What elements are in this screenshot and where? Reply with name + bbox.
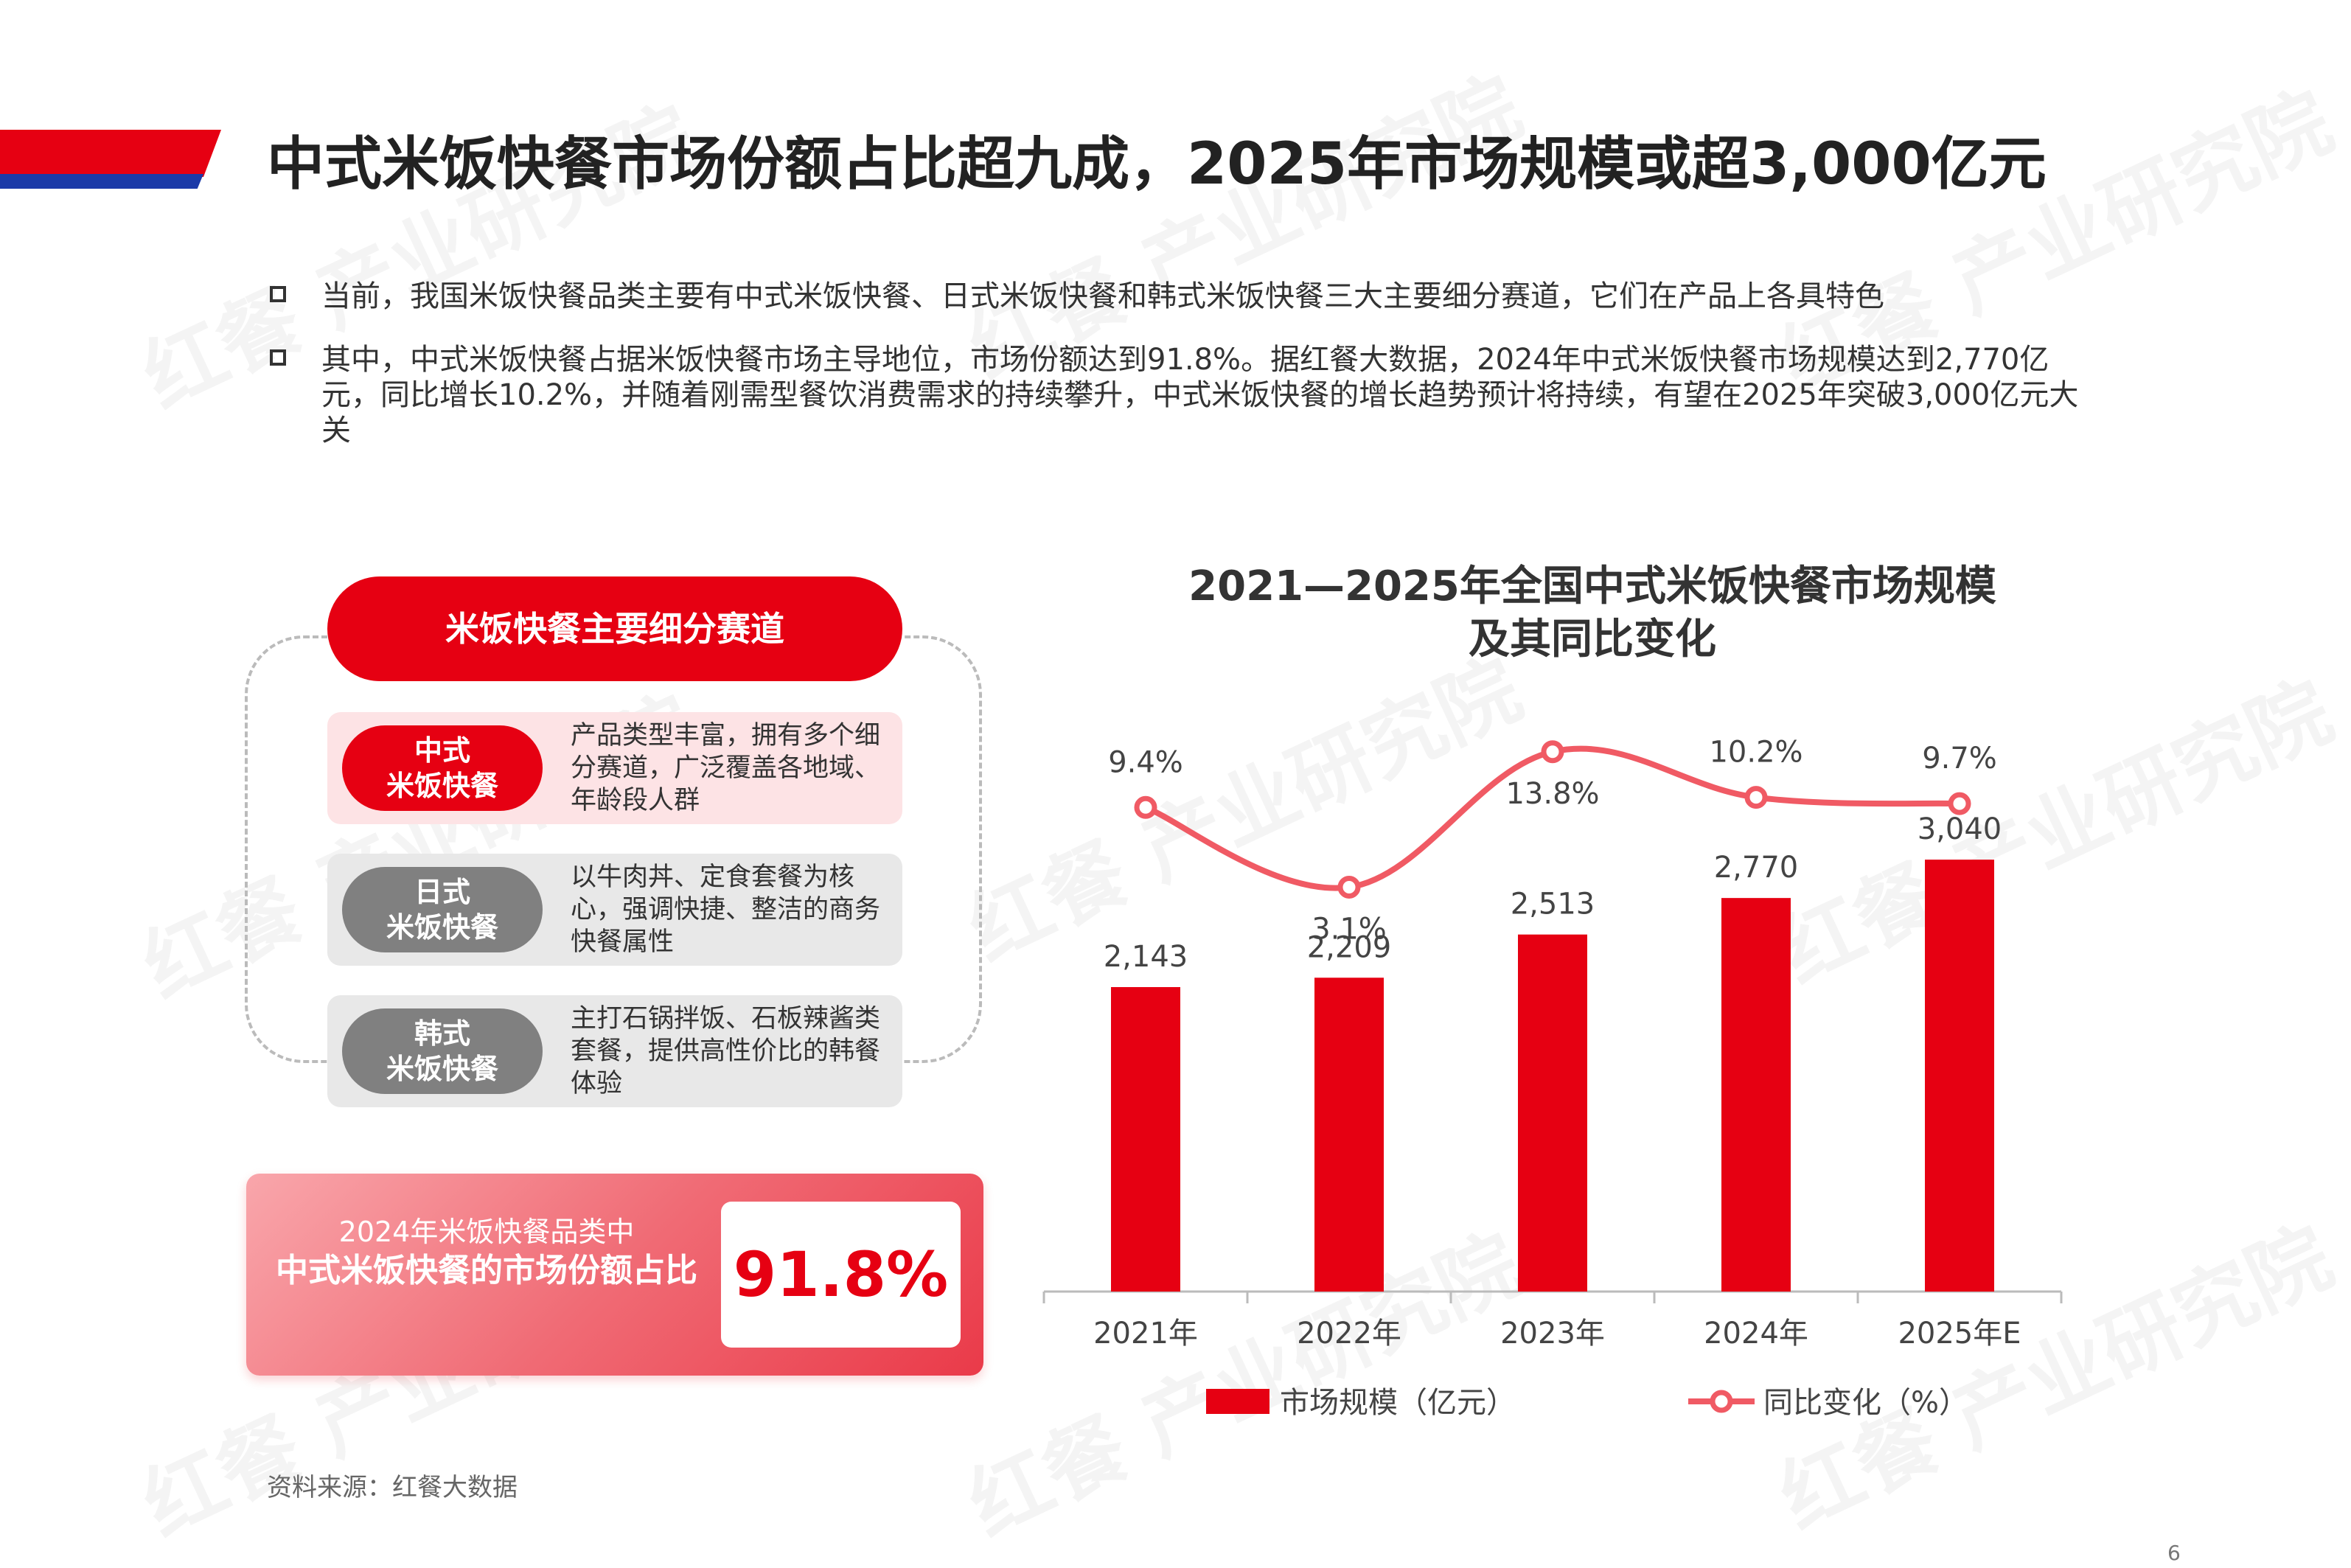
yoy-point [1337, 875, 1361, 899]
segment-name-line1: 韩式 [414, 1017, 470, 1050]
segment-card-korean: 韩式 米饭快餐 主打石锅拌饭、石板辣酱类套餐，提供高性价比的韩餐体验 [327, 995, 902, 1107]
legend-swatch-point [1710, 1390, 1733, 1413]
bullet-item: 其中，中式米饭快餐占据米饭快餐市场主导地位，市场份额达到91.8%。据红餐大数据… [270, 342, 2157, 453]
yoy-value-label: 3.1% [1312, 912, 1387, 946]
x-tick-label: 2022年 [1297, 1317, 1401, 1351]
yoy-value-label: 9.4% [1108, 745, 1183, 779]
segment-name-line2: 米饭快餐 [386, 1053, 498, 1085]
bar-value-label: 2,513 [1511, 888, 1595, 921]
square-bullet-icon [270, 349, 286, 366]
source-note: 资料来源：红餐大数据 [267, 1473, 518, 1502]
segment-name-line1: 日式 [414, 876, 470, 908]
page-title: 中式米饭快餐市场份额占比超九成，2025年市场规模或超3,000亿元 [267, 131, 2047, 198]
legend-label-line: 同比变化（%） [1763, 1386, 1968, 1420]
bar-value-label: 2,770 [1714, 851, 1799, 885]
x-tick-label: 2024年 [1704, 1317, 1808, 1351]
yoy-point [1541, 740, 1564, 764]
legend-swatch-bar [1206, 1389, 1269, 1414]
x-tick-label: 2023年 [1500, 1317, 1605, 1351]
segment-pill: 韩式 米饭快餐 [342, 1008, 543, 1094]
bullet-item: 当前，我国米饭快餐品类主要有中式米饭快餐、日式米饭快餐和韩式米饭快餐三大主要细分… [270, 279, 2157, 323]
title-accent-stripe [0, 174, 203, 189]
yoy-point [1134, 795, 1157, 819]
bar-value-label: 2,143 [1104, 940, 1188, 974]
chart-title: 2021—2025年全国中式米饭快餐市场规模 及其同比变化 [1113, 560, 2072, 666]
bar-value-label: 2,209 [1307, 930, 1392, 964]
x-tick-label: 2025年E [1898, 1317, 2021, 1351]
segment-description: 产品类型丰富，拥有多个细分赛道，广泛覆盖各地域、年龄段人群 [571, 721, 881, 815]
share-caption: 2024年米饭快餐品类中 [338, 1216, 635, 1248]
bar-value-label: 3,040 [1918, 812, 2002, 846]
bullet-text: 当前，我国米饭快餐品类主要有中式米饭快餐、日式米饭快餐和韩式米饭快餐三大主要细分… [321, 279, 1884, 313]
share-heading: 中式米饭快餐的市场份额占比 [276, 1252, 697, 1289]
bar [1111, 986, 1180, 1292]
legend-label-bar: 市场规模（亿元） [1280, 1386, 1516, 1420]
segment-description: 以牛肉丼、定食套餐为核心，强调快捷、整洁的商务快餐属性 [571, 863, 881, 957]
segment-name-line1: 中式 [414, 734, 470, 767]
bar [1721, 898, 1791, 1292]
yoy-value-label: 13.8% [1505, 777, 1599, 811]
square-bullet-icon [270, 286, 286, 302]
segment-name-line2: 米饭快餐 [386, 911, 498, 944]
chart-title-line1: 2021—2025年全国中式米饭快餐市场规模 [1188, 562, 1996, 610]
segment-card-chinese: 中式 米饭快餐 产品类型丰富，拥有多个细分赛道，广泛覆盖各地域、年龄段人群 [327, 712, 902, 824]
bar [1518, 934, 1587, 1292]
segment-pill: 中式 米饭快餐 [342, 725, 543, 811]
segment-description: 主打石锅拌饭、石板辣酱类套餐，提供高性价比的韩餐体验 [571, 1004, 881, 1098]
share-value: 91.8% [721, 1202, 961, 1348]
bullet-text: 其中，中式米饭快餐占据米饭快餐市场主导地位，市场份额达到91.8%。据红餐大数据… [321, 343, 2079, 447]
bar [1314, 978, 1384, 1292]
segment-name-line2: 米饭快餐 [386, 770, 498, 802]
yoy-point [1744, 786, 1768, 809]
yoy-point [1948, 792, 1971, 815]
yoy-series-line [1144, 745, 1960, 891]
segments-header: 米饭快餐主要细分赛道 [327, 576, 902, 681]
yoy-value-label: 9.7% [1922, 742, 1997, 776]
page-number: 6 [2167, 1541, 2181, 1565]
segment-pill: 日式 米饭快餐 [342, 867, 543, 952]
bar [1925, 860, 1994, 1292]
yoy-value-label: 10.2% [1709, 736, 1803, 770]
title-accent-bar [0, 130, 221, 177]
segment-card-japanese: 日式 米饭快餐 以牛肉丼、定食套餐为核心，强调快捷、整洁的商务快餐属性 [327, 854, 902, 966]
x-tick-label: 2021年 [1093, 1317, 1198, 1351]
chart-title-line2: 及其同比变化 [1469, 616, 1716, 663]
